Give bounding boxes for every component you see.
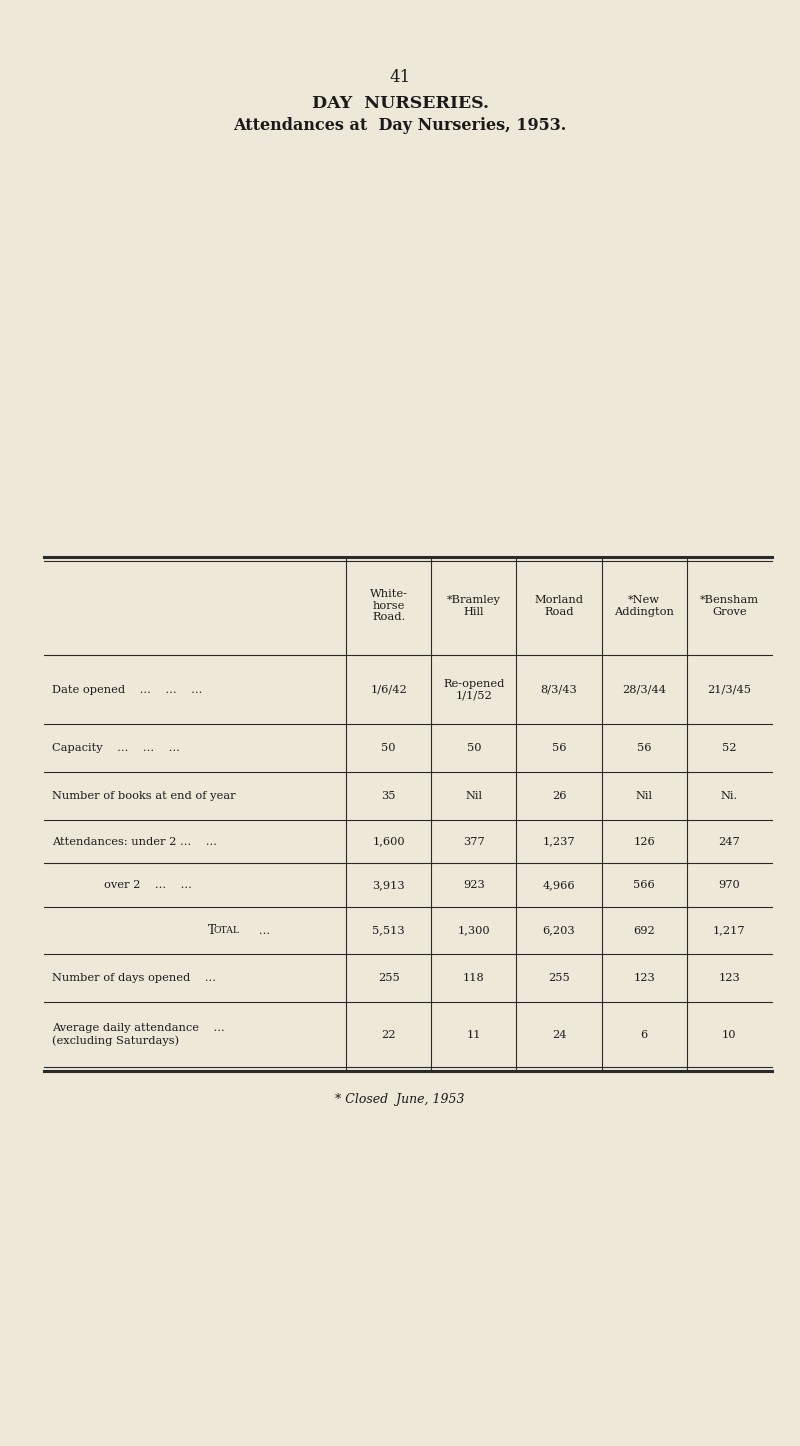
Text: 247: 247 [718, 837, 740, 846]
Text: 5,513: 5,513 [372, 925, 405, 936]
Text: 6,203: 6,203 [542, 925, 575, 936]
Text: 50: 50 [382, 743, 396, 753]
Text: Ni.: Ni. [721, 791, 738, 801]
Text: *Bensham
Grove: *Bensham Grove [700, 596, 759, 616]
Text: 41: 41 [390, 69, 410, 87]
Text: 970: 970 [718, 881, 740, 889]
Text: 377: 377 [463, 837, 485, 846]
Text: 1,237: 1,237 [542, 837, 575, 846]
Text: 22: 22 [382, 1030, 396, 1040]
Text: over 2    ...    ...: over 2 ... ... [104, 881, 192, 889]
Text: Re-opened
1/1/52: Re-opened 1/1/52 [443, 680, 505, 700]
Text: 50: 50 [466, 743, 481, 753]
Text: 566: 566 [634, 881, 655, 889]
Text: 123: 123 [718, 973, 740, 983]
Text: Attendances: under 2 ...    ...: Attendances: under 2 ... ... [52, 837, 217, 846]
Text: Date opened    ...    ...    ...: Date opened ... ... ... [52, 685, 202, 694]
Text: 24: 24 [552, 1030, 566, 1040]
Text: T: T [208, 924, 216, 937]
Text: Nil: Nil [636, 791, 653, 801]
Text: 8/3/43: 8/3/43 [541, 685, 578, 694]
Text: Nil: Nil [466, 791, 482, 801]
Text: 1,600: 1,600 [372, 837, 405, 846]
Text: 56: 56 [552, 743, 566, 753]
Text: 1/6/42: 1/6/42 [370, 685, 407, 694]
Text: 118: 118 [463, 973, 485, 983]
Text: Capacity    ...    ...    ...: Capacity ... ... ... [52, 743, 180, 753]
Text: White-
horse
Road.: White- horse Road. [370, 590, 408, 622]
Text: *New
Addington: *New Addington [614, 596, 674, 616]
Text: 35: 35 [382, 791, 396, 801]
Text: 123: 123 [634, 973, 655, 983]
Text: 255: 255 [378, 973, 399, 983]
Text: * Closed  June, 1953: * Closed June, 1953 [335, 1093, 465, 1106]
Text: Attendances at  Day Nurseries, 1953.: Attendances at Day Nurseries, 1953. [234, 117, 566, 134]
Text: 923: 923 [463, 881, 485, 889]
Text: 255: 255 [548, 973, 570, 983]
Text: 1,300: 1,300 [458, 925, 490, 936]
Text: Number of days opened    ...: Number of days opened ... [52, 973, 216, 983]
Text: 28/3/44: 28/3/44 [622, 685, 666, 694]
Text: *Bramley
Hill: *Bramley Hill [447, 596, 501, 616]
Text: 1,217: 1,217 [713, 925, 746, 936]
Text: 11: 11 [466, 1030, 481, 1040]
Text: 26: 26 [552, 791, 566, 801]
Text: 4,966: 4,966 [542, 881, 575, 889]
Text: OTAL: OTAL [214, 925, 240, 936]
Text: 3,913: 3,913 [372, 881, 405, 889]
Text: 10: 10 [722, 1030, 737, 1040]
Text: ...: ... [248, 925, 270, 936]
Text: Average daily attendance    ...
(excluding Saturdays): Average daily attendance ... (excluding … [52, 1024, 225, 1045]
Text: DAY  NURSERIES.: DAY NURSERIES. [311, 95, 489, 113]
Text: Morland
Road: Morland Road [534, 596, 583, 616]
Text: Number of books at end of year: Number of books at end of year [52, 791, 236, 801]
Text: 6: 6 [641, 1030, 648, 1040]
Text: 21/3/45: 21/3/45 [707, 685, 751, 694]
Text: 126: 126 [634, 837, 655, 846]
Text: 52: 52 [722, 743, 737, 753]
Text: 56: 56 [637, 743, 651, 753]
Text: 692: 692 [634, 925, 655, 936]
